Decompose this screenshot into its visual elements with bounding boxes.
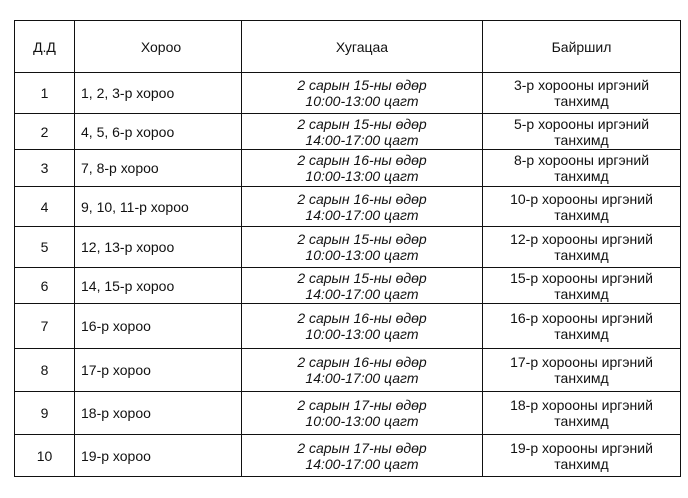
header-khoroo: Хороо xyxy=(74,20,242,73)
table-row: 1 1, 2, 3-р хороо 2 сарын 15-ны өдөр 10:00-… xyxy=(14,72,681,114)
row-hours: 10:00-13:00 цагт xyxy=(305,168,419,184)
row-location-line1: 18-р хорооны иргэний xyxy=(510,397,653,413)
row-location-line2: танхимд xyxy=(554,168,609,184)
row-hours: 10:00-13:00 цагт xyxy=(305,93,419,109)
row-location: 10-р хорооны иргэний танхимд xyxy=(482,186,681,227)
row-location-line2: танхимд xyxy=(554,285,609,302)
row-number: 4 xyxy=(14,186,75,227)
row-number: 10 xyxy=(14,434,75,477)
row-location: 15-р хорооны иргэний танхимд xyxy=(482,267,681,304)
row-hours: 14:00-17:00 цагт xyxy=(305,455,419,472)
row-khoroo: 1, 2, 3-р хороо xyxy=(74,72,242,114)
header-time: Хугацаа xyxy=(241,20,483,73)
row-hours: 10:00-13:00 цагт xyxy=(305,247,419,263)
row-time: 2 сарын 17-ны өдөр 14:00-17:00 цагт xyxy=(241,434,483,477)
row-khoroo: 12, 13-р хороо xyxy=(74,226,242,268)
row-number: 9 xyxy=(14,391,75,435)
table-row: 6 14, 15-р хороо 2 сарын 15-ны өдөр 14:00-1… xyxy=(14,267,681,304)
row-location-line1: 16-р хорооны иргэний xyxy=(510,310,653,326)
row-hours: 14:00-17:00 цагт xyxy=(305,285,419,302)
row-location-line2: танхимд xyxy=(554,247,609,263)
row-number: 8 xyxy=(14,348,75,392)
row-date: 2 сарын 16-ны өдөр xyxy=(297,310,427,326)
row-date: 2 сарын 15-ны өдөр xyxy=(297,269,427,286)
table-row: 7 16-р хороо 2 сарын 16-ны өдөр 10:00-13:00… xyxy=(14,303,681,349)
table-row: 10 19-р хороо 2 сарын 17-ны өдөр 14:00-17:0… xyxy=(14,434,681,477)
row-location-line2: танхимд xyxy=(554,206,609,223)
row-khoroo: 19-р хороо xyxy=(74,434,242,477)
row-location-line1: 10-р хорооны иргэний xyxy=(510,190,653,207)
row-khoroo: 18-р хороо xyxy=(74,391,242,435)
row-location-line2: танхимд xyxy=(554,131,609,148)
row-location: 3-р хорооны иргэний танхимд xyxy=(482,72,681,114)
row-date: 2 сарын 17-ны өдөр xyxy=(297,439,427,456)
row-hours: 10:00-13:00 цагт xyxy=(305,326,419,342)
row-location: 18-р хорооны иргэний танхимд xyxy=(482,391,681,435)
row-time: 2 сарын 16-ны өдөр 14:00-17:00 цагт xyxy=(241,348,483,392)
row-time: 2 сарын 17-ны өдөр 10:00-13:00 цагт xyxy=(241,391,483,435)
row-number: 3 xyxy=(14,149,75,187)
row-number: 5 xyxy=(14,226,75,268)
table-row: 5 12, 13-р хороо 2 сарын 15-ны өдөр 10:00-1… xyxy=(14,226,681,268)
row-time: 2 сарын 15-ны өдөр 10:00-13:00 цагт xyxy=(241,72,483,114)
row-date: 2 сарын 16-ны өдөр xyxy=(297,190,427,207)
row-date: 2 сарын 15-ны өдөр xyxy=(297,115,427,132)
row-hours: 10:00-13:00 цагт xyxy=(305,413,419,429)
table-row: 4 9, 10, 11-р хороо 2 сарын 16-ны өдөр 14:0… xyxy=(14,186,681,227)
row-location-line1: 3-р хорооны иргэний xyxy=(513,77,650,93)
row-time: 2 сарын 15-ны өдөр 14:00-17:00 цагт xyxy=(241,113,483,150)
table-row: 3 7, 8-р хороо 2 сарын 16-ны өдөр 10:00-13:… xyxy=(14,149,681,187)
row-location: 17-р хорооны иргэний танхимд xyxy=(482,348,681,392)
row-location-line1: 8-р хорооны иргэний xyxy=(513,152,650,168)
row-time: 2 сарын 16-ны өдөр 10:00-13:00 цагт xyxy=(241,149,483,187)
header-number: Д.Д xyxy=(14,20,75,73)
row-khoroo: 14, 15-р хороо xyxy=(74,267,242,304)
row-location: 19-р хорооны иргэний танхимд xyxy=(482,434,681,477)
row-number: 2 xyxy=(14,113,75,150)
row-number: 6 xyxy=(14,267,75,304)
row-location-line2: танхимд xyxy=(554,326,609,342)
row-khoroo: 7, 8-р хороо xyxy=(74,149,242,187)
table-row: 9 18-р хороо 2 сарын 17-ны өдөр 10:00-13:00… xyxy=(14,391,681,435)
row-khoroo: 9, 10, 11-р хороо xyxy=(74,186,242,227)
row-hours: 14:00-17:00 цагт xyxy=(305,131,419,148)
row-location-line1: 17-р хорооны иргэний xyxy=(510,354,653,370)
row-location-line2: танхимд xyxy=(554,370,609,386)
row-location: 12-р хорооны иргэний танхимд xyxy=(482,226,681,268)
row-khoroo: 17-р хороо xyxy=(74,348,242,392)
row-date: 2 сарын 15-ны өдөр xyxy=(297,77,427,93)
row-khoroo: 16-р хороо xyxy=(74,303,242,349)
row-time: 2 сарын 15-ны өдөр 10:00-13:00 цагт xyxy=(241,226,483,268)
row-time: 2 сарын 15-ны өдөр 14:00-17:00 цагт xyxy=(241,267,483,304)
schedule-table: Д.Д Хороо Хугацаа Байршил 1 1, 2, 3-р хор… xyxy=(14,20,681,477)
header-row: Д.Д Хороо Хугацаа Байршил xyxy=(14,20,681,73)
row-location-line2: танхимд xyxy=(554,413,609,429)
table-row: 8 17-р хороо 2 сарын 16-ны өдөр 14:00-17:00… xyxy=(14,348,681,392)
row-number: 1 xyxy=(14,72,75,114)
row-location-line1: 12-р хорооны иргэний xyxy=(510,231,653,247)
row-hours: 14:00-17:00 цагт xyxy=(305,370,419,386)
header-location: Байршил xyxy=(482,20,681,73)
row-time: 2 сарын 16-ны өдөр 10:00-13:00 цагт xyxy=(241,303,483,349)
row-date: 2 сарын 17-ны өдөр xyxy=(297,397,427,413)
row-hours: 14:00-17:00 цагт xyxy=(305,206,419,223)
row-location: 8-р хорооны иргэний танхимд xyxy=(482,149,681,187)
row-location-line1: 15-р хорооны иргэний xyxy=(510,269,653,286)
row-location: 16-р хорооны иргэний танхимд xyxy=(482,303,681,349)
row-date: 2 сарын 15-ны өдөр xyxy=(297,231,427,247)
row-date: 2 сарын 16-ны өдөр xyxy=(297,152,427,168)
row-location-line1: 5-р хорооны иргэний xyxy=(513,115,650,132)
row-location-line2: танхимд xyxy=(554,93,609,109)
row-number: 7 xyxy=(14,303,75,349)
row-date: 2 сарын 16-ны өдөр xyxy=(297,354,427,370)
table-row: 2 4, 5, 6-р хороо 2 сарын 15-ны өдөр 14:00-… xyxy=(14,113,681,150)
row-time: 2 сарын 16-ны өдөр 14:00-17:00 цагт xyxy=(241,186,483,227)
row-location: 5-р хорооны иргэний танхимд xyxy=(482,113,681,150)
row-location-line1: 19-р хорооны иргэний xyxy=(510,439,653,456)
row-khoroo: 4, 5, 6-р хороо xyxy=(74,113,242,150)
row-location-line2: танхимд xyxy=(554,455,609,472)
